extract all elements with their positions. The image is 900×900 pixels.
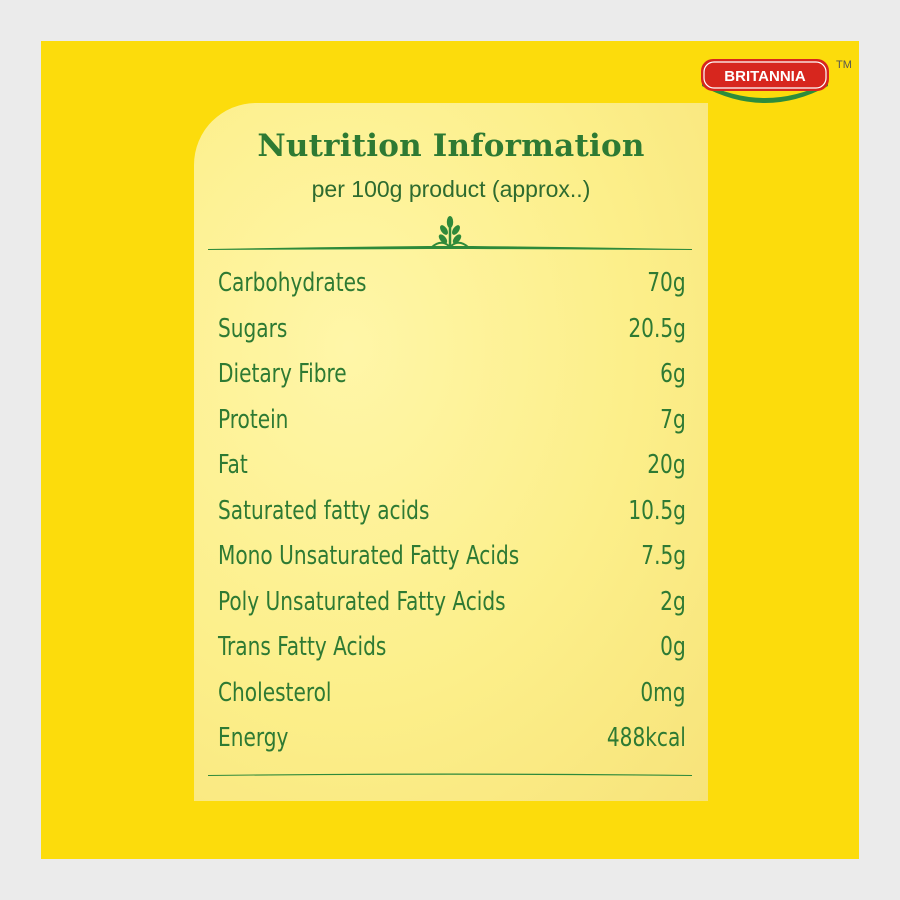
logo-text: BRITANNIA — [724, 68, 806, 85]
nutrient-name: Poly Unsaturated Fatty Acids — [218, 586, 506, 617]
nutrient-value: 2g — [660, 586, 686, 617]
card-title: Nutrition Information — [257, 128, 645, 164]
nutrient-name: Trans Fatty Acids — [218, 632, 387, 662]
nutrient-row-fat: Fat 20g — [218, 443, 686, 489]
nutrient-value: 70g — [647, 268, 686, 298]
nutrient-value: 20g — [647, 450, 686, 480]
nutrient-value: 20.5g — [628, 313, 686, 344]
nutrient-value: 488kcal — [606, 723, 686, 753]
nutrient-name: Dietary Fibre — [218, 359, 347, 389]
nutrient-name: Fat — [218, 450, 248, 480]
nutrient-value: 0mg — [640, 677, 686, 708]
nutrient-name: Protein — [218, 404, 289, 435]
nutrient-row-protein: Protein 7g — [218, 398, 686, 444]
nutrient-name: Saturated fatty acids — [218, 495, 430, 526]
nutrient-name: Cholesterol — [218, 677, 332, 708]
nutrient-value: 0g — [660, 632, 686, 662]
nutrient-value: 6g — [660, 359, 686, 389]
nutrient-value: 7.5g — [641, 541, 686, 571]
nutrient-name: Mono Unsaturated Fatty Acids — [218, 541, 520, 571]
nutrient-row-cholesterol: Cholesterol 0mg — [218, 671, 686, 717]
nutrient-value: 10.5g — [628, 495, 686, 526]
nutrient-row-mono-unsaturated-fatty-acids: Mono Unsaturated Fatty Acids 7.5g — [218, 534, 686, 580]
divider-top — [208, 213, 692, 253]
nutrient-row-dietary-fibre: Dietary Fibre 6g — [218, 352, 686, 398]
wheat-icon — [431, 216, 469, 248]
nutrient-value: 7g — [660, 404, 686, 435]
nutrient-name: Sugars — [218, 313, 288, 344]
nutrient-row-saturated-fatty-acids: Saturated fatty acids 10.5g — [218, 489, 686, 535]
nutrient-table: Carbohydrates 70g Sugars 20.5g Dietary Fib… — [218, 261, 686, 762]
nutrient-row-poly-unsaturated-fatty-acids: Poly Unsaturated Fatty Acids 2g — [218, 580, 686, 626]
nutrient-name: Energy — [218, 723, 289, 753]
nutrient-row-trans-fatty-acids: Trans Fatty Acids 0g — [218, 625, 686, 671]
britannia-logo: BRITANNIA — [698, 56, 832, 108]
nutrient-name: Carbohydrates — [218, 268, 367, 298]
divider-bottom — [208, 764, 692, 776]
nutrient-row-energy: Energy 488kcal — [218, 716, 686, 762]
card-subtitle: per 100g product (approx..) — [311, 176, 591, 202]
trademark-symbol: TM — [836, 59, 852, 71]
nutrient-row-sugars: Sugars 20.5g — [218, 307, 686, 353]
nutrient-row-carbohydrates: Carbohydrates 70g — [218, 261, 686, 307]
